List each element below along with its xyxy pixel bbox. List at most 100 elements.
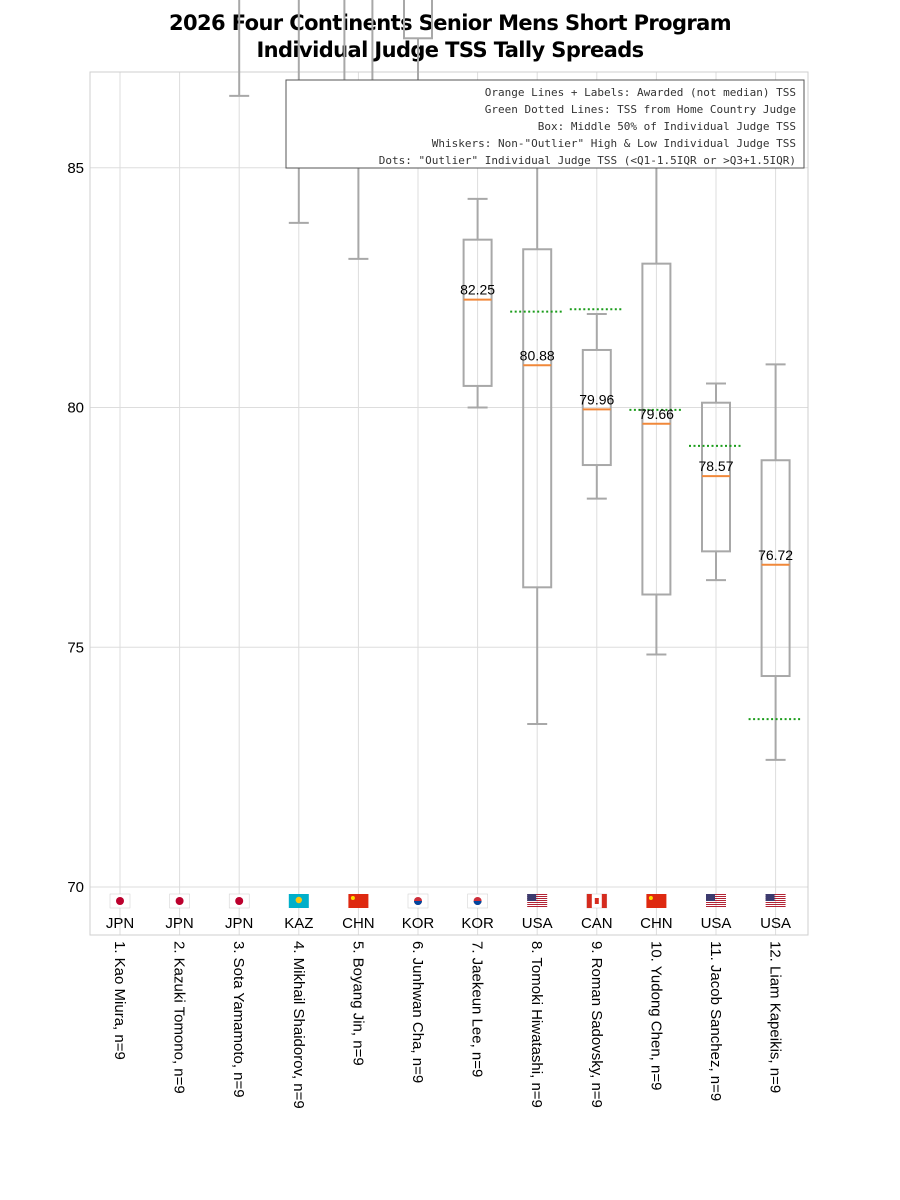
legend-entry: Orange Lines + Labels: Awarded (not medi… — [485, 86, 796, 99]
country-flag — [169, 893, 190, 909]
y-axis: 707580859095100 — [67, 160, 84, 896]
x-tick-label: 1. Kao Miura, n=9 — [111, 941, 128, 1060]
flag-stripe — [706, 904, 726, 905]
x-tick-label: 6. Junhwan Cha, n=9 — [409, 941, 426, 1083]
flag-taeguk-blue — [473, 901, 482, 905]
flag-stripe — [706, 902, 726, 903]
country-code-label: KOR — [402, 915, 435, 932]
flag-star — [648, 896, 653, 900]
iqr-box — [522, 248, 553, 589]
flag-stripe — [706, 896, 726, 897]
country-flag — [646, 894, 667, 908]
flag-canton — [706, 894, 715, 901]
y-tick-label: 70 — [67, 879, 84, 896]
y-tick-label: 85 — [67, 160, 84, 177]
y-tick-label: 80 — [67, 400, 84, 417]
flag-stripe — [765, 900, 786, 901]
flag-stripe — [527, 906, 548, 907]
iqr-box — [403, 0, 433, 40]
country-flag — [467, 893, 488, 909]
x-tick-label: 12. Liam Kapeikis, n=9 — [767, 941, 784, 1093]
awarded-label: 79.96 — [579, 391, 614, 407]
legend-entry: Dots: "Outlier" Individual Judge TSS (<Q… — [379, 154, 796, 167]
grid — [90, 72, 808, 935]
x-tick-label: 5. Boyang Jin, n=9 — [349, 941, 366, 1066]
flag-band-right — [601, 894, 607, 908]
flag-stripe — [765, 904, 786, 905]
x-tick-label: 11. Jacob Sanchez, n=9 — [707, 941, 724, 1101]
flag-stripe — [527, 900, 548, 901]
awarded-label: 82.25 — [460, 282, 495, 298]
country-code-label: USA — [760, 915, 791, 932]
skater-box-8: 80.88 — [510, 147, 565, 725]
country-flag — [706, 894, 726, 907]
iqr-box — [641, 262, 672, 596]
flag-canton — [765, 894, 775, 901]
country-flag — [348, 894, 369, 908]
flag-stripe — [706, 900, 726, 901]
flag-taeguk-blue — [414, 901, 422, 905]
country-flag — [586, 893, 608, 909]
chart-title-line-1: 2026 Four Continents Senior Mens Short P… — [168, 11, 732, 35]
country-code-label: KOR — [461, 915, 494, 932]
iqr-box — [581, 348, 612, 467]
legend-entry: Green Dotted Lines: TSS from Home Countr… — [485, 103, 796, 116]
awarded-label: 76.72 — [758, 547, 793, 563]
country-flag — [228, 893, 250, 909]
awarded-label: 78.57 — [698, 458, 733, 474]
flag-stripe — [765, 902, 786, 903]
flag-sun — [295, 896, 302, 904]
flag-canton — [527, 894, 537, 901]
country-flag — [288, 894, 309, 908]
awarded-label: 79.66 — [639, 406, 674, 422]
country-code-label: JPN — [165, 915, 193, 932]
flag-star — [350, 896, 355, 900]
flag-stripe — [706, 906, 726, 907]
flag-field — [646, 894, 667, 908]
flag-band-left — [586, 894, 592, 908]
country-code-label: USA — [701, 915, 732, 932]
flag-stripe — [765, 896, 786, 897]
flag-stripe — [527, 904, 548, 905]
country-code-label: CHN — [640, 915, 673, 932]
skater-box-7: 82.25SRB — [460, 197, 495, 409]
x-tick-label: 7. Jaekeun Lee, n=9 — [469, 941, 486, 1077]
flag-stripe — [527, 894, 548, 895]
legend: Orange Lines + Labels: Awarded (not medi… — [285, 79, 805, 169]
chart-title-line-2: Individual Judge TSS Tally Spreads — [256, 38, 644, 62]
x-tick-label: 2. Kazuki Tomono, n=9 — [171, 941, 188, 1094]
country-code-label: JPN — [225, 915, 253, 932]
country-code-label: KAZ — [284, 915, 313, 932]
flag-stripe — [527, 902, 548, 903]
iqr-box — [462, 238, 493, 387]
skater-box-9: 79.96 — [569, 308, 624, 500]
x-tick-label: 9. Roman Sadovsky, n=9 — [588, 941, 605, 1108]
flag-stripe — [765, 894, 786, 895]
flag-disc — [116, 897, 124, 905]
flag-stripe — [706, 898, 726, 899]
x-tick-label: 10. Yudong Chen, n=9 — [647, 941, 664, 1090]
flag-disc — [175, 897, 184, 905]
skater-box-12: 76.72 — [748, 363, 803, 761]
legend-entry: Box: Middle 50% of Individual Judge TSS — [538, 120, 796, 133]
flag-disc — [235, 897, 244, 905]
skater-box-11: 78.57SRB — [689, 120, 749, 582]
flag-stripe — [706, 894, 726, 895]
country-code-label: JPN — [106, 915, 134, 932]
country-code-label: USA — [522, 915, 553, 932]
country-flag — [109, 893, 131, 909]
x-tick-label: 4. Mikhail Shaidorov, n=9 — [290, 941, 307, 1109]
skater-box-3: 94.68 — [229, 0, 250, 97]
flag-stripe — [765, 906, 786, 907]
flag-stripe — [527, 898, 548, 899]
awarded-label: 80.88 — [520, 347, 555, 363]
chart-title: 2026 Four Continents Senior Mens Short P… — [0, 10, 900, 64]
legend-entry: Whiskers: Non-"Outlier" High & Low Indiv… — [432, 137, 796, 150]
flag-field — [348, 894, 369, 908]
legend-box — [285, 79, 805, 169]
iqr-box — [760, 459, 791, 678]
x-tick-label: 8. Tomoki Hiwatashi, n=9 — [528, 941, 545, 1108]
country-code-label: CAN — [581, 915, 613, 932]
flag-stripe — [765, 898, 786, 899]
